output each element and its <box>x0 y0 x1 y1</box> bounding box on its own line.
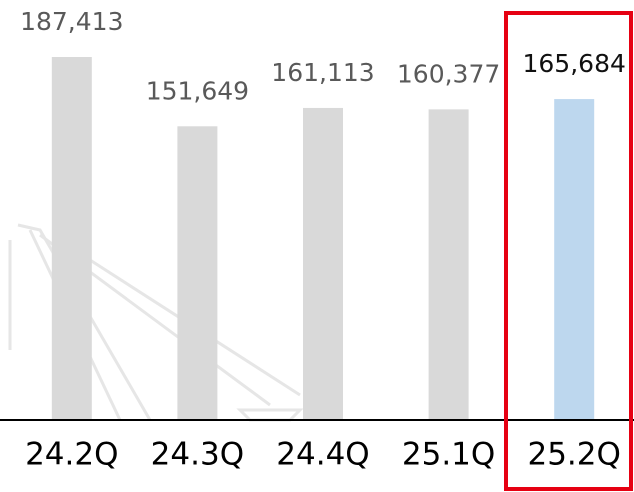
highlight-box <box>504 11 633 491</box>
bar <box>51 57 92 420</box>
x-tick-label: 24.2Q <box>25 437 118 473</box>
x-tick-label: 25.1Q <box>402 437 495 473</box>
bar <box>303 107 343 421</box>
x-tick-label: 24.3Q <box>151 437 244 473</box>
value-label: 160,377 <box>397 59 500 88</box>
bar <box>177 126 218 421</box>
value-label: 187,413 <box>20 7 123 36</box>
value-label: 151,649 <box>146 76 249 105</box>
x-tick-label: 24.4Q <box>276 437 369 473</box>
value-label: 161,113 <box>271 58 374 87</box>
crane-boom <box>17 223 152 421</box>
x-tick-label: 25.2Q <box>527 437 620 473</box>
bar <box>554 99 595 420</box>
crane-base <box>236 408 304 422</box>
bar <box>428 109 469 420</box>
value-label: 165,684 <box>523 49 626 78</box>
